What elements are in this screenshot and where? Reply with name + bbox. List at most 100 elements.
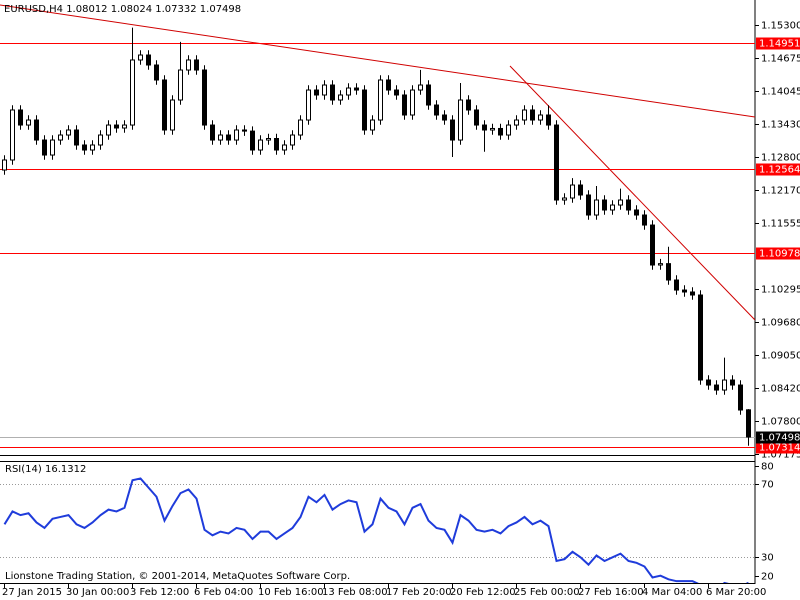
- candle-body: [642, 214, 647, 226]
- candle-body: [378, 79, 383, 121]
- candle-body: [450, 119, 455, 141]
- candle-body: [594, 199, 599, 216]
- rsi-plot: [0, 477, 755, 583]
- trendline: [509, 65, 755, 321]
- x-tick-label: 13 Feb 08:00: [322, 587, 388, 598]
- rsi-line: [3, 477, 749, 583]
- candle-body: [722, 379, 727, 391]
- indicator-title: RSI(14) 16.1312: [5, 464, 86, 475]
- y-tick-label: 1.10295: [761, 285, 800, 296]
- candle-body: [130, 59, 135, 126]
- axes: 1.15300 1.14675 1.14045 1.13430 1.12800 1.121…: [2, 21, 800, 598]
- candle-body: [330, 84, 335, 101]
- candle-body: [546, 114, 551, 126]
- x-tick-label: 30 Jan 00:00: [66, 587, 129, 598]
- candle-body: [98, 134, 103, 146]
- candle-body: [650, 224, 655, 266]
- candle-body: [114, 124, 119, 129]
- rsi-tick-label: 80: [761, 462, 774, 473]
- candle-body: [178, 69, 183, 101]
- x-tick-label: 25 Feb 00:00: [514, 587, 580, 598]
- candle-body: [202, 69, 207, 126]
- price-plot: [0, 27, 755, 448]
- x-tick-label: 20 Feb 12:00: [450, 587, 516, 598]
- candle-body: [26, 119, 31, 126]
- trendline: [0, 4, 755, 118]
- candle-body: [138, 54, 143, 61]
- candle-body: [458, 99, 463, 141]
- candle-body: [266, 138, 271, 141]
- candle-body: [394, 89, 399, 96]
- x-tick-label: 10 Feb 16:00: [258, 587, 324, 598]
- indicator-value: 16.1312: [45, 464, 86, 475]
- candle-body: [698, 294, 703, 381]
- candle-body: [322, 84, 327, 96]
- candle-body: [186, 59, 191, 71]
- y-tick-label: 1.14675: [761, 54, 800, 65]
- candle-body: [362, 89, 367, 131]
- y-tick-label: 1.11555: [761, 219, 800, 230]
- candle-body: [154, 64, 159, 81]
- y-tick-label: 1.14045: [761, 87, 800, 98]
- y-tick-label: 1.07800: [761, 417, 800, 428]
- candle-body: [426, 84, 431, 106]
- candle-body: [490, 127, 495, 131]
- candle-body: [354, 87, 359, 91]
- candle-body: [282, 144, 287, 151]
- candle-body: [474, 109, 479, 126]
- x-tick-label: 6 Mar 20:00: [706, 587, 766, 598]
- candle-body: [194, 59, 199, 71]
- candle-body: [314, 89, 319, 96]
- level-label: 1.07314: [759, 443, 800, 454]
- candle-body: [538, 114, 543, 121]
- candle-body: [290, 134, 295, 146]
- candle-body: [418, 84, 423, 91]
- bid-label-box: [756, 431, 800, 444]
- y-tick-label: 1.09050: [761, 351, 800, 362]
- candle-body: [42, 139, 47, 156]
- candle-body: [562, 197, 567, 201]
- candle-body: [218, 134, 223, 141]
- x-tick-label: 27 Feb 16:00: [578, 587, 644, 598]
- candle-body: [626, 199, 631, 211]
- candle-body: [682, 289, 687, 293]
- candle-body: [714, 384, 719, 391]
- candle-body: [586, 194, 591, 216]
- level-label-box: [756, 441, 800, 454]
- candle-body: [274, 138, 279, 151]
- candle-body: [410, 89, 415, 116]
- footer: Lionstone Trading Station, © 2001-2014, …: [5, 571, 350, 582]
- candle-body: [618, 199, 623, 206]
- y-tick-label: 1.13430: [761, 120, 800, 131]
- indicator-name: RSI(14): [5, 464, 42, 475]
- candle-body: [730, 379, 735, 386]
- candle-body: [58, 134, 63, 141]
- candle-body: [690, 291, 695, 296]
- candle-body: [170, 99, 175, 131]
- candle-body: [162, 79, 167, 131]
- candle-body: [210, 124, 215, 141]
- candle-body: [258, 139, 263, 151]
- candle-body: [346, 87, 351, 96]
- level-label: 1.12564: [759, 165, 800, 176]
- candle-body: [706, 379, 711, 386]
- candle-body: [402, 94, 407, 116]
- rsi-tick-label: 70: [761, 480, 774, 491]
- candle-body: [242, 129, 247, 132]
- candle-body: [634, 209, 639, 216]
- bid-label: 1.07498: [759, 433, 800, 444]
- candle-body: [434, 104, 439, 116]
- candle-body: [338, 94, 343, 101]
- candle-body: [370, 119, 375, 131]
- candle-body: [74, 129, 79, 146]
- candle-body: [306, 89, 311, 121]
- y-tick-label: 1.15300: [761, 21, 800, 32]
- candle-body: [610, 204, 615, 211]
- x-tick-label: 27 Jan 2015: [2, 587, 62, 598]
- candle-body: [10, 109, 15, 161]
- level-label-box: [756, 247, 800, 260]
- x-tick-label: 6 Feb 04:00: [194, 587, 253, 598]
- candle-body: [658, 263, 663, 266]
- candle-body: [250, 130, 255, 151]
